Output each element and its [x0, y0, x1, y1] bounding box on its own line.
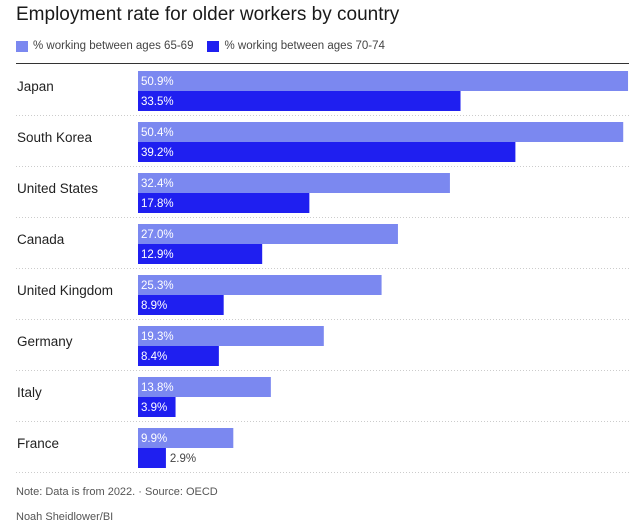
category-label-united-kingdom: United Kingdom — [17, 283, 113, 298]
data-label-united-kingdom-series-1: 25.3% — [141, 280, 174, 292]
category-label-canada: Canada — [17, 232, 65, 247]
data-label-france-series-1: 9.9% — [141, 433, 167, 445]
category-label-italy: Italy — [17, 385, 42, 400]
data-label-south-korea-series-1: 50.4% — [141, 127, 174, 139]
data-label-germany-series-1: 19.3% — [141, 331, 174, 343]
bar-france-series-1 — [138, 428, 234, 448]
category-label-japan: Japan — [17, 79, 54, 94]
legend-item-70-74: % working between ages 70-74 — [207, 40, 385, 52]
bar-united-states-series-2 — [138, 193, 310, 213]
bar-italy-series-1 — [138, 377, 271, 397]
bar-united-states-series-1 — [138, 173, 450, 193]
bar-united-kingdom-series-1 — [138, 275, 382, 295]
chart-title: Employment rate for older workers by cou… — [16, 4, 400, 25]
data-label-germany-series-2: 8.4% — [141, 351, 167, 363]
bar-united-kingdom-series-2 — [138, 295, 224, 315]
chart-legend: % working between ages 65-69 % working b… — [16, 39, 399, 53]
data-label-canada-series-2: 12.9% — [141, 249, 174, 261]
category-label-south-korea: South Korea — [17, 130, 93, 145]
data-label-japan-series-2: 33.5% — [141, 96, 174, 108]
data-label-united-states-series-2: 17.8% — [141, 198, 174, 210]
bar-germany-series-2 — [138, 346, 219, 366]
bar-japan-series-2 — [138, 91, 461, 111]
bar-germany-series-1 — [138, 326, 324, 346]
bar-italy-series-2 — [138, 397, 176, 417]
category-label-france: France — [17, 436, 59, 451]
data-label-italy-series-2: 3.9% — [141, 402, 167, 414]
legend-item-65-69: % working between ages 65-69 — [16, 40, 193, 52]
legend-label-65-69: % working between ages 65-69 — [33, 40, 194, 52]
data-label-united-states-series-1: 32.4% — [141, 178, 174, 190]
category-label-germany: Germany — [17, 334, 73, 349]
bar-canada-series-1 — [138, 224, 398, 244]
bar-france-series-2 — [138, 448, 166, 468]
data-label-italy-series-1: 13.8% — [141, 382, 174, 394]
data-label-france-series-2: 2.9% — [170, 453, 196, 465]
data-label-united-kingdom-series-2: 8.9% — [141, 300, 167, 312]
data-label-japan-series-1: 50.9% — [141, 76, 174, 88]
category-label-united-states: United States — [17, 181, 98, 196]
credit-line: Noah Sheidlower/BI — [16, 511, 114, 523]
bar-south-korea-series-1 — [138, 122, 624, 142]
bar-japan-series-1 — [138, 71, 629, 91]
bar-canada-series-2 — [138, 244, 263, 264]
bar-south-korea-series-2 — [138, 142, 516, 162]
source-note: Note: Data is from 2022. · Source: OECD — [16, 486, 218, 498]
legend-swatch-70-74 — [207, 40, 220, 52]
data-label-canada-series-1: 27.0% — [141, 229, 174, 241]
legend-swatch-65-69 — [16, 40, 28, 52]
data-label-south-korea-series-2: 39.2% — [141, 147, 174, 159]
legend-label-70-74: % working between ages 70-74 — [224, 40, 385, 52]
